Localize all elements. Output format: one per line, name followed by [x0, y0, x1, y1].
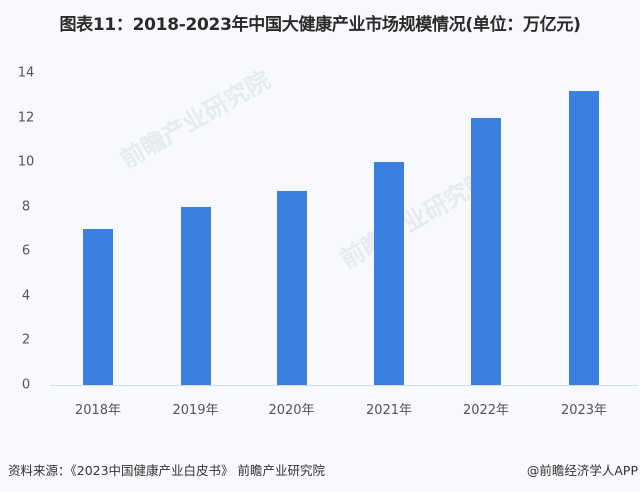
x-tick-label: 2018年 [74, 403, 122, 418]
y-tick-label: 4 [21, 288, 31, 304]
bar-2021年 [374, 162, 404, 385]
bar-2023年 [569, 90, 599, 385]
watermark: 前瞻产业研究院 [115, 65, 275, 174]
y-tick-label: 0 [21, 377, 31, 393]
x-tick-label: 2022年 [462, 403, 510, 418]
chart-title: 图表11：2018-2023年中国大健康产业市场规模情况(单位：万亿元) [59, 15, 581, 35]
y-tick-label: 12 [17, 110, 35, 126]
x-tick-label: 2020年 [268, 403, 315, 418]
bar-2018年 [83, 229, 113, 385]
credit-note: @前瞻经济学人APP [526, 463, 638, 478]
y-tick-label: 8 [21, 199, 31, 215]
x-tick-label: 2021年 [365, 403, 413, 418]
x-tick-label: 2019年 [172, 403, 219, 418]
x-axis-line [50, 385, 638, 386]
source-note: 资料来源：《2023中国健康产业白皮书》 前瞻产业研究院 [8, 463, 326, 478]
y-tick-label: 10 [17, 154, 35, 170]
y-tick-label: 2 [21, 332, 31, 348]
x-tick-label: 2023年 [560, 403, 608, 418]
bar-2022年 [471, 117, 501, 385]
y-tick-label: 6 [21, 243, 31, 259]
bar-2020年 [276, 191, 307, 385]
y-tick-label: 14 [17, 65, 35, 81]
bar-2019年 [180, 206, 211, 385]
